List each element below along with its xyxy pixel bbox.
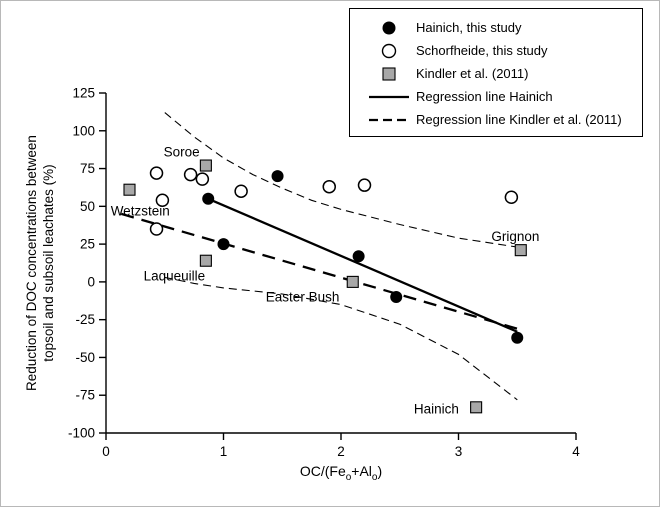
site-label-hainich: Hainich [414,401,459,416]
y-tick-label: 25 [80,237,95,252]
x-tick-label: 2 [337,444,345,459]
y-axis-label-line2: topsoil and subsoil leachates (%) [41,164,56,362]
data-point-kindler [514,244,527,257]
data-point-hainich [352,250,365,263]
legend-item-hainich: Hainich, this study [362,16,642,39]
data-point-schorfheide [149,166,164,180]
confidence-band-upper [164,112,518,248]
legend-item-regression-hainich: Regression line Hainich [362,85,642,108]
dashed-line-icon [362,111,416,129]
data-point-kindler [470,401,483,414]
filled-circle-icon [362,19,416,37]
legend-label: Schorfheide, this study [416,43,548,58]
y-tick-label: 125 [72,86,95,101]
legend-label: Regression line Hainich [416,89,553,104]
data-point-hainich [202,192,215,205]
y-tick-label: -75 [75,388,95,403]
site-label-laqueuille: Laqueuille [144,268,206,283]
data-point-schorfheide [195,172,210,186]
site-label-wetzstein: Wetzstein [111,203,170,218]
legend-item-regression-kindler: Regression line Kindler et al. (2011) [362,108,642,131]
solid-line-icon [362,88,416,106]
legend-label: Hainich, this study [416,20,522,35]
regression-line-hainich [207,197,518,333]
data-point-hainich [511,331,524,344]
data-point-schorfheide [234,184,248,198]
data-point-kindler [346,275,359,288]
legend-item-schorfheide: Schorfheide, this study [362,39,642,62]
y-tick-label: 75 [80,161,95,176]
data-point-schorfheide [155,193,170,208]
data-point-schorfheide [504,190,519,205]
data-point-kindler [123,183,136,196]
regression-line-kindler [120,212,518,330]
y-tick-label: 0 [87,274,95,289]
site-label-easter-bush: Easter Bush [266,290,340,305]
y-tick-label: -25 [75,312,95,327]
legend-label: Kindler et al. (2011) [416,66,529,81]
x-tick-label: 0 [102,444,110,459]
data-point-schorfheide [357,178,372,192]
data-point-schorfheide [183,167,198,182]
y-axis-label-line1: Reduction of DOC concentrations between [24,135,39,391]
y-tick-label: -100 [68,426,95,441]
gray-square-icon [362,65,416,83]
x-tick-label: 1 [220,444,228,459]
data-point-hainich [390,291,403,303]
data-point-schorfheide [149,222,164,236]
legend-item-kindler: Kindler et al. (2011) [362,62,642,85]
confidence-band-lower [164,276,518,401]
y-tick-label: -50 [75,350,95,365]
legend-label: Regression line Kindler et al. (2011) [416,112,622,127]
y-tick-label: 100 [72,123,95,138]
open-circle-icon [362,42,416,60]
data-point-hainich [217,238,230,251]
x-tick-label: 4 [572,444,580,459]
data-point-schorfheide [322,179,336,194]
site-label-grignon: Grignon [491,229,539,244]
site-label-soroe: Soroe [164,144,200,159]
data-point-kindler [199,159,212,172]
data-point-kindler [199,254,212,267]
y-axis-label: Reduction of DOC concentrations between … [23,77,59,449]
legend: Hainich, this study Schorfheide, this st… [349,8,643,137]
x-axis-label: OC/(Feo+Alo) [299,463,383,483]
x-tick-label: 3 [455,444,463,459]
y-tick-label: 50 [80,199,95,214]
data-point-hainich [271,170,284,183]
